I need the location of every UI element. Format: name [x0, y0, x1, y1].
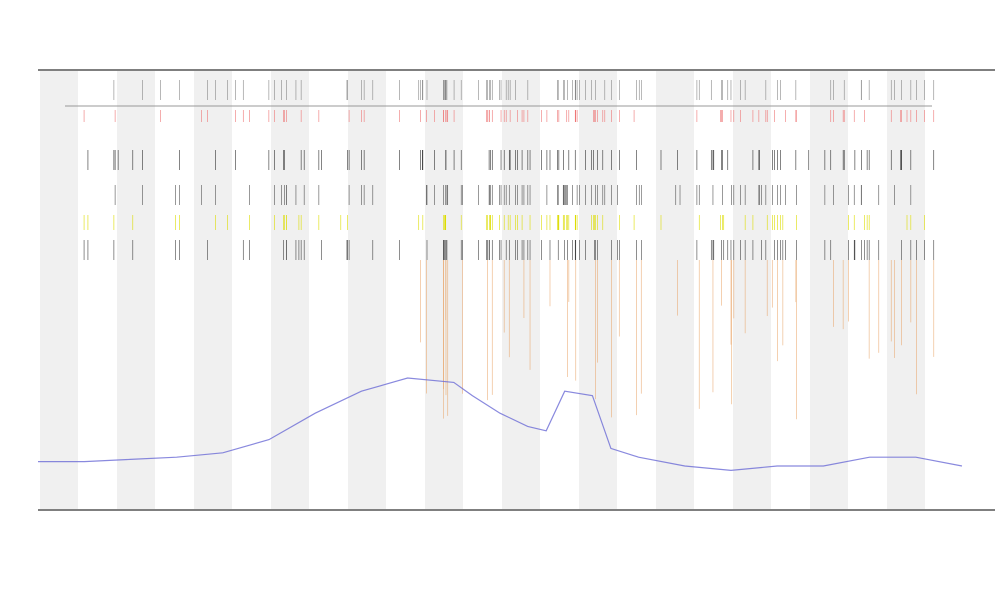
band: [579, 71, 617, 509]
band: [117, 71, 155, 509]
band: [40, 71, 78, 509]
band: [271, 71, 309, 509]
band: [733, 71, 771, 509]
band: [887, 71, 925, 509]
band: [348, 71, 386, 509]
band: [656, 71, 694, 509]
band: [194, 71, 232, 509]
band: [810, 71, 848, 509]
background-bands: [40, 71, 925, 509]
series-line: [38, 377, 963, 472]
band: [502, 71, 540, 509]
event-ticks: [83, 80, 935, 420]
